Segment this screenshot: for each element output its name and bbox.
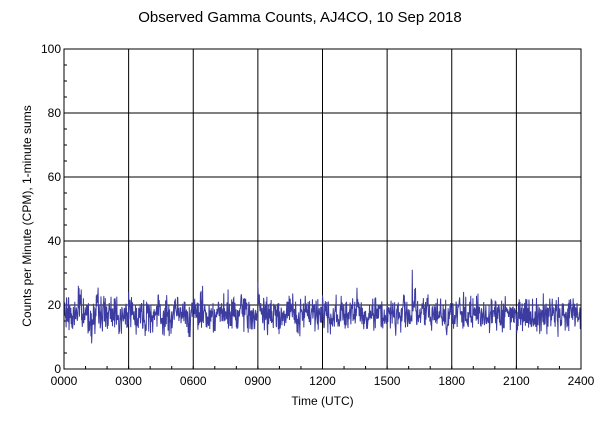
x-tick-label: 0600 <box>180 374 207 388</box>
series-line <box>63 269 582 344</box>
y-tick-label: 0 <box>54 362 61 376</box>
x-tick-label: 0000 <box>51 374 78 388</box>
y-tick-label: 40 <box>48 234 62 248</box>
x-tick-label: 2400 <box>568 374 595 388</box>
x-tick-label: 1200 <box>309 374 336 388</box>
chart-title: Observed Gamma Counts, AJ4CO, 10 Sep 201… <box>138 9 462 26</box>
x-axis-label: Time (UTC) <box>291 394 354 408</box>
x-tick-label: 2100 <box>503 374 530 388</box>
y-axis-label: Counts per Minute (CPM), 1-minute sums <box>20 105 34 327</box>
x-tick-label: 1800 <box>438 374 465 388</box>
x-tick-label: 0900 <box>245 374 272 388</box>
plot-frame <box>63 48 582 370</box>
y-tick-labels: 0 20 40 60 80 100 <box>41 42 61 376</box>
x-tick-labels: 0000 0300 0600 0900 1200 1500 1800 2100 2400 <box>51 374 595 388</box>
y-tick-label: 60 <box>48 170 62 184</box>
x-tick-label: 1500 <box>374 374 401 388</box>
y-tick-label: 20 <box>48 298 62 312</box>
y-tick-label: 100 <box>41 42 61 56</box>
x-tick-label: 0300 <box>115 374 142 388</box>
y-tick-label: 80 <box>48 106 62 120</box>
